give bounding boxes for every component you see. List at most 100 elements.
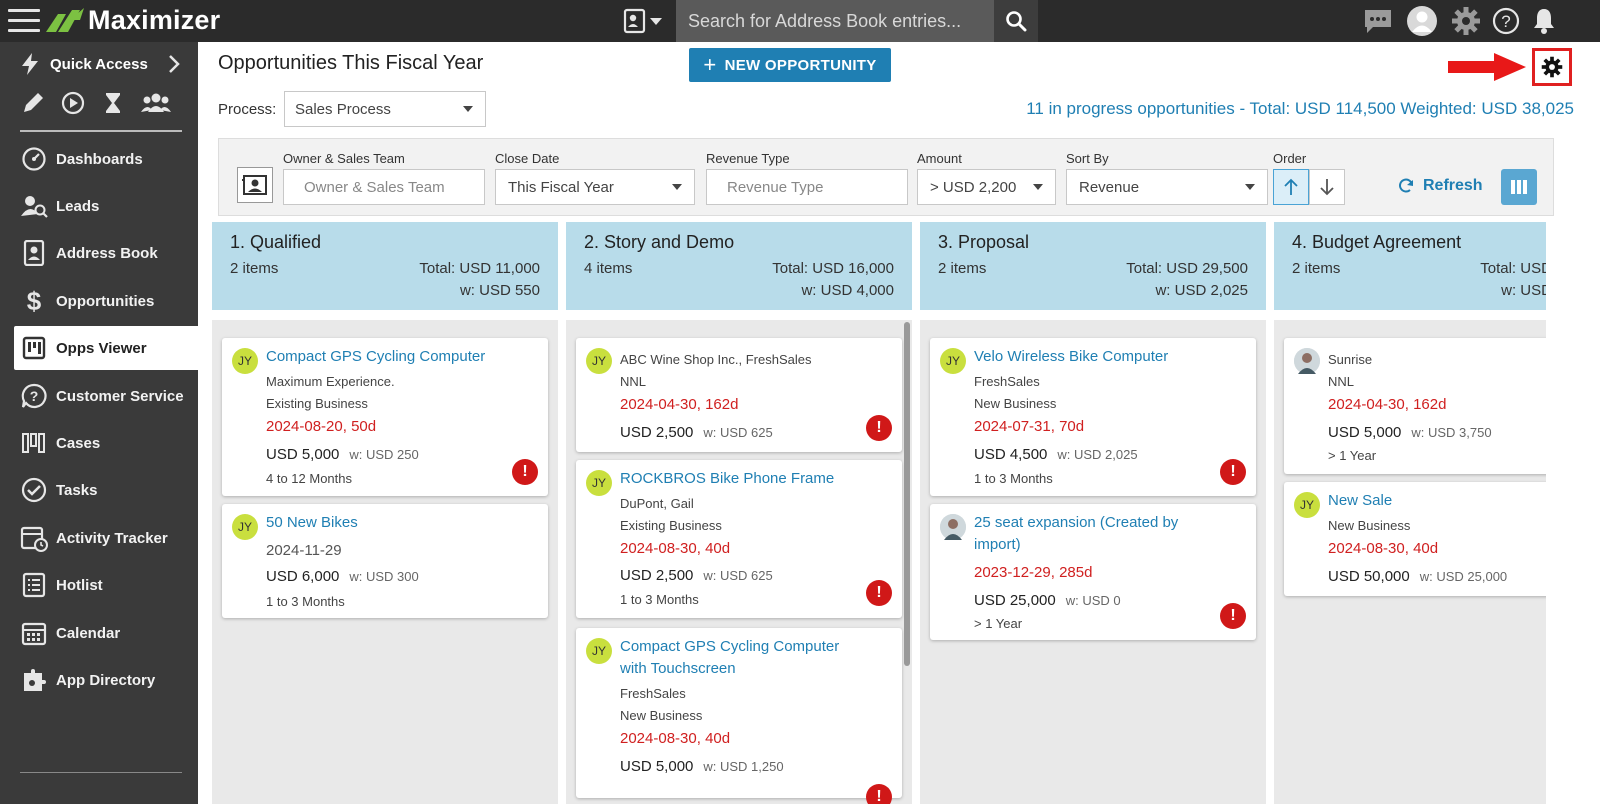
search-icon — [1006, 11, 1027, 32]
quick-access-toggle[interactable]: Quick Access — [20, 50, 180, 78]
opportunity-title[interactable]: Compact GPS Cycling Computer with Touchs… — [620, 638, 840, 677]
calendar-icon — [20, 619, 48, 647]
sort-by-select[interactable]: Revenue — [1066, 169, 1268, 205]
amount-value: USD 5,000 — [266, 446, 340, 463]
pencil-icon[interactable] — [20, 90, 46, 116]
new-opportunity-button[interactable]: + NEW OPPORTUNITY — [689, 48, 891, 82]
activity-tracker-icon — [20, 524, 48, 552]
group-icon[interactable] — [140, 90, 172, 116]
sidebar-item-customer-service[interactable]: ? Customer Service — [14, 374, 198, 418]
sidebar: Quick Access Dashboards Leads Address Bo… — [0, 42, 198, 804]
alert-icon[interactable]: ! — [866, 415, 892, 441]
owner-input[interactable]: Owner & Sales Team — [283, 169, 485, 205]
opportunity-card[interactable]: JY Compact GPS Cycling Computer with Tou… — [576, 628, 902, 804]
close-date-select[interactable]: This Fiscal Year — [495, 169, 695, 205]
sidebar-item-hotlist[interactable]: Hotlist — [14, 563, 198, 607]
revenue-type-input[interactable]: Revenue Type — [706, 169, 908, 205]
opportunity-card[interactable]: 25 seat expansion (Created by import) 20… — [930, 504, 1256, 640]
alert-icon[interactable]: ! — [866, 580, 892, 606]
opportunity-card[interactable]: JY New Sale New Business 2024-08-30, 40d… — [1284, 482, 1546, 596]
cases-icon — [20, 429, 48, 457]
owner-label: Owner & Sales Team — [283, 151, 405, 166]
opportunity-title[interactable]: 50 New Bikes — [266, 514, 358, 531]
opportunity-card[interactable]: JY Velo Wireless Bike Computer FreshSale… — [930, 338, 1256, 496]
leads-icon — [20, 192, 48, 220]
alert-icon[interactable]: ! — [1220, 459, 1246, 485]
stage-count: 2 items — [1292, 260, 1341, 277]
avatar: JY — [232, 348, 258, 374]
sidebar-item-label: Hotlist — [56, 576, 103, 594]
stage-body: Sunrise NNL 2024-04-30, 162d USD 5,000 w:… — [1274, 320, 1546, 804]
help-button[interactable]: ? — [1490, 5, 1522, 37]
stage-body: JY Compact GPS Cycling Computer Maximum … — [212, 320, 558, 804]
notifications-button[interactable] — [1528, 5, 1560, 37]
revenue-type: Existing Business — [620, 518, 722, 533]
user-avatar-button[interactable] — [1406, 5, 1438, 37]
column-scrollbar[interactable] — [904, 322, 910, 666]
settings-button[interactable] — [1450, 5, 1482, 37]
bell-icon — [1534, 9, 1554, 34]
opportunity-title[interactable]: Velo Wireless Bike Computer — [974, 348, 1169, 365]
sidebar-item-label: App Directory — [56, 671, 156, 689]
sidebar-item-activity-tracker[interactable]: Activity Tracker — [14, 516, 198, 560]
opportunity-title[interactable]: ROCKBROS Bike Phone Frame — [620, 470, 835, 487]
contact-card-button[interactable] — [237, 167, 273, 203]
close-date: 2024-08-30, 40d — [620, 540, 731, 557]
sidebar-item-app-directory[interactable]: App Directory — [14, 658, 198, 702]
sidebar-item-leads[interactable]: Leads — [14, 184, 198, 228]
alert-icon[interactable]: ! — [1220, 603, 1246, 629]
play-icon[interactable] — [60, 90, 86, 116]
opportunity-title[interactable]: Compact GPS Cycling Computer — [266, 348, 486, 365]
opportunity-card[interactable]: JY 50 New Bikes 2024-11-29 USD 6,000 w: U… — [222, 504, 548, 618]
amount: USD 2,500 w: USD 625 — [620, 567, 773, 584]
process-select[interactable]: Sales Process — [284, 91, 486, 127]
maximizer-logo[interactable]: Maximizer — [44, 4, 220, 36]
hourglass-icon[interactable] — [100, 90, 126, 116]
revenue-type-placeholder: Revenue Type — [727, 178, 824, 196]
kanban-view-button[interactable] — [1501, 169, 1537, 205]
sidebar-item-calendar[interactable]: Calendar — [14, 611, 198, 655]
alert-icon[interactable]: ! — [866, 784, 892, 804]
sidebar-item-dashboards[interactable]: Dashboards — [14, 137, 198, 181]
sidebar-item-opps-viewer[interactable]: Opps Viewer — [14, 326, 198, 370]
sidebar-item-cases[interactable]: Cases — [14, 421, 198, 465]
sort-by-value: Revenue — [1079, 178, 1140, 196]
close-date: 2023-12-29, 285d — [974, 564, 1093, 581]
chat-button[interactable] — [1362, 5, 1394, 37]
sidebar-item-tasks[interactable]: Tasks — [14, 468, 198, 512]
sidebar-item-address-book[interactable]: Address Book — [14, 231, 198, 275]
weighted-value: w: USD 300 — [349, 569, 419, 584]
search-type-dropdown[interactable] — [622, 6, 674, 36]
opportunity-card[interactable]: JY ROCKBROS Bike Phone Frame DuPont, Gai… — [576, 460, 902, 618]
close-date: 2024-08-20, 50d — [266, 418, 377, 435]
stage-weighted: w: USD 4,000 — [801, 282, 894, 299]
weighted-value: w: USD 3,750 — [1411, 425, 1492, 440]
stage-body: JY Velo Wireless Bike Computer FreshSale… — [920, 320, 1266, 804]
search-input[interactable] — [676, 0, 994, 42]
opportunity-title[interactable]: New Sale — [1328, 492, 1393, 509]
sidebar-item-opportunities[interactable]: $ Opportunities — [14, 279, 198, 323]
dashboard-icon — [20, 145, 48, 173]
search-button[interactable] — [994, 0, 1038, 42]
process-value: Sales Process — [295, 100, 391, 118]
order-toggle — [1273, 169, 1345, 205]
sort-descending-button[interactable] — [1309, 169, 1345, 205]
avatar: JY — [586, 348, 612, 374]
order-label: Order — [1273, 151, 1307, 166]
stage-column: 3. Proposal 2 items Total: USD 29,500 w:… — [920, 222, 1266, 804]
stage-weighted: w: USD 28,750 — [1501, 282, 1546, 299]
stage-total: Total: USD 16,000 — [772, 260, 894, 277]
board-settings-button[interactable] — [1532, 48, 1572, 86]
new-opportunity-label: NEW OPPORTUNITY — [724, 56, 877, 74]
hamburger-menu-icon[interactable] — [8, 9, 40, 33]
opportunity-card[interactable]: JY Compact GPS Cycling Computer Maximum … — [222, 338, 548, 496]
stage-header: 1. Qualified 2 items Total: USD 11,000 w… — [212, 222, 558, 310]
app-directory-icon — [20, 666, 48, 694]
refresh-button[interactable]: Refresh — [1397, 177, 1483, 195]
amount-select[interactable]: > USD 2,200 — [917, 169, 1056, 205]
opportunity-card[interactable]: Sunrise NNL 2024-04-30, 162d USD 5,000 w:… — [1284, 338, 1546, 474]
opportunity-card[interactable]: JY ABC Wine Shop Inc., FreshSales NNL 20… — [576, 338, 902, 452]
opportunity-title[interactable]: 25 seat expansion (Created by import) — [974, 514, 1179, 553]
alert-icon[interactable]: ! — [512, 459, 538, 485]
sort-ascending-button[interactable] — [1273, 169, 1309, 205]
